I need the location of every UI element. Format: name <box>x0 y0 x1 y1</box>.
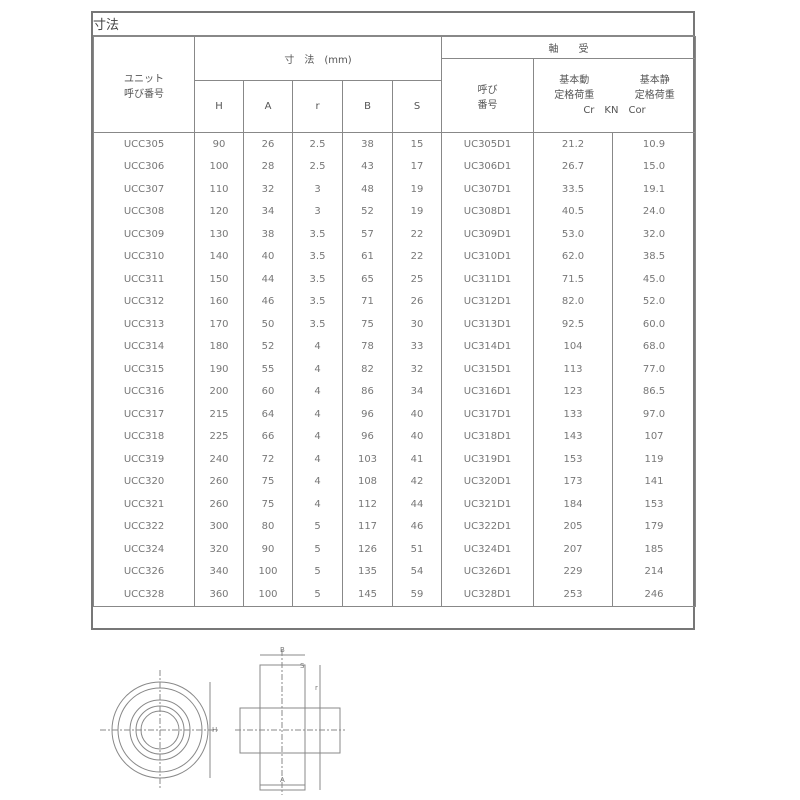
table-row: UCC319 240 72 4 103 41 UC319D1 153 119 <box>93 448 696 471</box>
table-row: UCC314 180 52 4 78 33 UC314D1 104 68.0 <box>93 335 696 358</box>
table-cell: 185 <box>612 538 696 561</box>
label-b: B <box>280 646 285 654</box>
table-cell: 24.0 <box>612 200 696 223</box>
table-cell: 246 <box>612 583 696 607</box>
header-unit-no: ユニット 呼び番号 <box>93 36 195 133</box>
table-row: UCC316 200 60 4 86 34 UC316D1 123 86.5 <box>93 380 696 403</box>
table-row: UCC313 170 50 3.5 75 30 UC313D1 92.5 60.0 <box>93 313 696 336</box>
header-col-s: S <box>392 80 442 133</box>
table-cell: 32.0 <box>612 223 696 246</box>
header-col-b: B <box>342 80 393 133</box>
table-cell: 10.9 <box>612 132 696 156</box>
table-cell: 15.0 <box>612 155 696 178</box>
table-cell: 97.0 <box>612 403 696 426</box>
table-row: UCC322 300 80 5 117 46 UC322D1 205 179 <box>93 515 696 538</box>
header-cr: 基本動 定格荷重 <box>554 75 595 101</box>
table-cell: 141 <box>612 470 696 493</box>
table-row: UCC328 360 100 5 145 59 UC328D1 253 246 <box>93 583 696 607</box>
table-row: UCC321 260 75 4 112 44 UC321D1 184 153 <box>93 493 696 516</box>
table-row: UCC305 90 26 2.5 38 15 UC305D1 21.2 10.9 <box>93 132 696 156</box>
header-col-a: A <box>243 80 293 133</box>
table-row: UCC315 190 55 4 82 32 UC315D1 113 77.0 <box>93 358 696 381</box>
table-cell: 68.0 <box>612 335 696 358</box>
table-row: UCC308 120 34 3 52 19 UC308D1 40.5 24.0 <box>93 200 696 223</box>
header-dimensions: 寸 法 (mm) <box>194 36 442 81</box>
table-row: UCC307 110 32 3 48 19 UC307D1 33.5 19.1 <box>93 178 696 201</box>
table-cell: 19.1 <box>612 178 696 201</box>
divider <box>93 35 694 36</box>
label-s: S <box>300 662 305 670</box>
table-cell: 107 <box>612 425 696 448</box>
header-load-ratings: 基本動 定格荷重 基本静 定格荷重 Cr KN Cor <box>533 58 696 133</box>
table-row: UCC306 100 28 2.5 43 17 UC306D1 26.7 15.0 <box>93 155 696 178</box>
table-row: UCC318 225 66 4 96 40 UC318D1 143 107 <box>93 425 696 448</box>
table-cell: 214 <box>612 560 696 583</box>
label-a: A <box>280 776 285 784</box>
table-cell: 38.5 <box>612 245 696 268</box>
section-title: 寸法 <box>93 18 120 33</box>
table-row: UCC312 160 46 3.5 71 26 UC312D1 82.0 52.0 <box>93 290 696 313</box>
header-col-h: H <box>194 80 244 133</box>
table-row: UCC311 150 44 3.5 65 25 UC311D1 71.5 45.0 <box>93 268 696 291</box>
table-row: UCC320 260 75 4 108 42 UC320D1 173 141 <box>93 470 696 493</box>
table-row: UCC310 140 40 3.5 61 22 UC310D1 62.0 38.5 <box>93 245 696 268</box>
table-cell: 119 <box>612 448 696 471</box>
header-units: Cr KN Cor <box>583 105 646 116</box>
table-cell: 86.5 <box>612 380 696 403</box>
table-row: UCC324 320 90 5 126 51 UC324D1 207 185 <box>93 538 696 561</box>
table-cell: 52.0 <box>612 290 696 313</box>
header-cor: 基本静 定格荷重 <box>634 75 675 101</box>
label-h: H <box>212 726 217 734</box>
table-row: UCC309 130 38 3.5 57 22 UC309D1 53.0 32.0 <box>93 223 696 246</box>
dimension-table: ユニット 呼び番号 寸 法 (mm) 軸 受 呼び 番号 基本動 定格荷重 基本静… <box>93 36 696 607</box>
label-r: r <box>315 684 318 692</box>
table-cell: 77.0 <box>612 358 696 381</box>
table-row: UCC317 215 64 4 96 40 UC317D1 133 97.0 <box>93 403 696 426</box>
table-row: UCC326 340 100 5 135 54 UC326D1 229 214 <box>93 560 696 583</box>
header-bearing-no: 呼び 番号 <box>441 58 534 133</box>
table-cell: 153 <box>612 493 696 516</box>
table-cell: 60.0 <box>612 313 696 336</box>
table-cell: 45.0 <box>612 268 696 291</box>
table-cell: 179 <box>612 515 696 538</box>
